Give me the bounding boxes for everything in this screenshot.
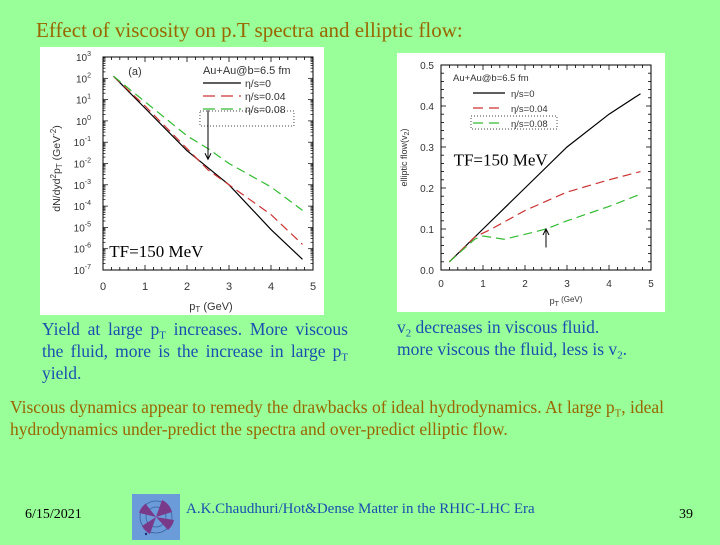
- svg-text:4: 4: [268, 281, 274, 293]
- caption-line-1: v2 decreases in viscous fluid.: [397, 317, 600, 340]
- svg-text:10-1: 10-1: [74, 136, 91, 149]
- svg-text:0.4: 0.4: [420, 102, 434, 113]
- elliptic-flow-chart-svg: 0.0 0.1 0.2 0.3 0.4 0.5 0 1 2 3 4 5 pT (GeV) elliptic…: [399, 61, 654, 308]
- svg-text:0: 0: [438, 279, 444, 290]
- svg-text:η/s=0: η/s=0: [245, 78, 271, 90]
- svg-text:TF=150 MeV: TF=150 MeV: [109, 242, 204, 261]
- svg-text:η/s=0.08: η/s=0.08: [245, 104, 286, 116]
- svg-text:Au+Au@b=6.5 fm: Au+Au@b=6.5 fm: [453, 73, 529, 84]
- svg-text:η/s=0: η/s=0: [511, 89, 535, 100]
- series-line: [448, 93, 641, 263]
- plot-frame: [440, 64, 652, 271]
- svg-text:(a): (a): [128, 66, 141, 78]
- slide-title: Effect of viscosity on p.T spectra and e…: [36, 18, 463, 42]
- svg-text:2: 2: [184, 281, 190, 293]
- svg-text:3: 3: [226, 281, 232, 293]
- svg-text:Au+Au@b=6.5 fm: Au+Au@b=6.5 fm: [203, 65, 291, 77]
- svg-text:0.5: 0.5: [420, 61, 434, 72]
- svg-text:4: 4: [606, 279, 612, 290]
- caption-line-2: more viscous the fluid, less is v2.: [397, 339, 627, 362]
- svg-text:0.2: 0.2: [420, 184, 434, 195]
- svg-text:102: 102: [76, 72, 91, 85]
- svg-text:0.0: 0.0: [420, 266, 434, 277]
- series-line: [113, 75, 303, 245]
- series-line: [448, 171, 641, 263]
- spectra-chart: 103 102 101 100 10-1 10-2 10-3 10-4 10-5 10-6 10-7…: [40, 47, 324, 315]
- svg-text:10-6: 10-6: [74, 243, 91, 256]
- svg-text:η/s=0.04: η/s=0.04: [511, 104, 548, 115]
- elliptic-flow-caption: v2 decreases in viscous fluid. more visc…: [397, 316, 697, 362]
- svg-text:η/s=0.08: η/s=0.08: [511, 119, 548, 130]
- footer-credit: A.K.Chaudhuri/Hot&Dense Matter in the RH…: [186, 501, 535, 517]
- svg-text:10-2: 10-2: [74, 158, 91, 171]
- svg-text:TF=150 MeV: TF=150 MeV: [454, 150, 549, 169]
- spectra-caption: Yield at large pT increases. More viscou…: [42, 319, 348, 383]
- svg-text:100: 100: [76, 115, 91, 128]
- svg-text:2: 2: [522, 279, 528, 290]
- svg-text:1: 1: [142, 281, 148, 293]
- spectra-chart-svg: 10310210110010-110-210-310-410-510-610-7…: [49, 51, 316, 314]
- footer-date: 6/15/2021: [25, 507, 82, 522]
- svg-text:dN/dyd2pT (GeV-2): dN/dyd2pT (GeV-2): [49, 125, 64, 212]
- elliptic-flow-chart: 0.0 0.1 0.2 0.3 0.4 0.5 0 1 2 3 4 5 pT (GeV) elliptic…: [397, 53, 665, 312]
- fan-logo-icon: [132, 494, 180, 540]
- fan-logo-svg: [139, 500, 174, 536]
- svg-text:0.3: 0.3: [420, 143, 434, 154]
- summary-paragraph: Viscous dynamics appear to remedy the dr…: [10, 397, 665, 439]
- series-line: [448, 193, 641, 263]
- svg-text:10-7: 10-7: [74, 264, 91, 277]
- page-number: 39: [679, 507, 693, 522]
- svg-text:10-5: 10-5: [74, 221, 91, 234]
- svg-text:10-4: 10-4: [74, 200, 91, 213]
- svg-text:103: 103: [76, 51, 91, 64]
- series-line: [113, 75, 303, 260]
- svg-text:pT (GeV): pT (GeV): [550, 295, 583, 308]
- plot-frame: [102, 56, 314, 271]
- svg-text:0.1: 0.1: [420, 225, 434, 236]
- svg-text:η/s=0.04: η/s=0.04: [245, 91, 286, 103]
- svg-text:5: 5: [310, 281, 316, 293]
- svg-text:1: 1: [480, 279, 486, 290]
- svg-text:10-3: 10-3: [74, 179, 91, 192]
- svg-text:elliptic flow(v2): elliptic flow(v2): [399, 129, 411, 187]
- svg-text:101: 101: [76, 94, 91, 107]
- svg-text:5: 5: [648, 279, 654, 290]
- svg-text:0: 0: [100, 281, 106, 293]
- svg-text:3: 3: [564, 279, 570, 290]
- svg-text:pT (GeV): pT (GeV): [189, 301, 232, 314]
